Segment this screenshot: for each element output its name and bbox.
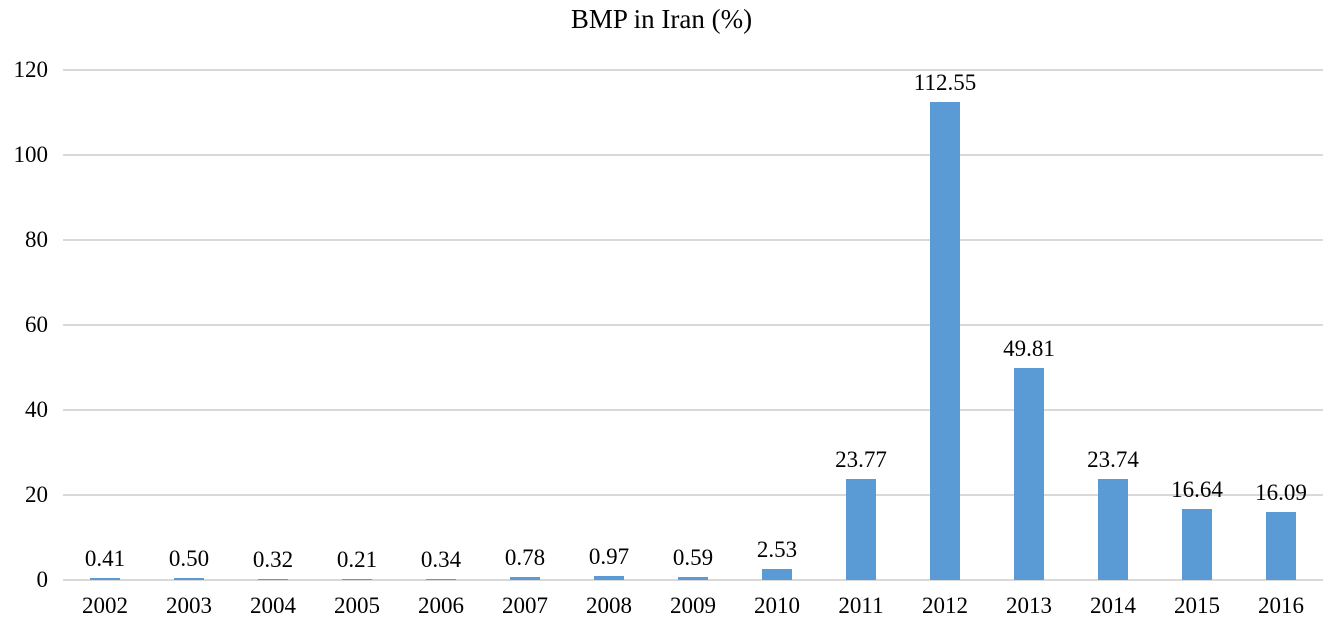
x-axis-tick-label: 2005 [334,593,380,618]
bar-2016 [1266,511,1296,580]
x-axis-tick-label: 2014 [1090,593,1136,618]
x-axis-tick-label: 2010 [754,593,800,618]
y-axis-tick-label: 40 [25,397,48,422]
gridline [63,409,1323,411]
bar-2013 [1014,368,1044,580]
gridline [63,154,1323,156]
bar-value-label: 112.55 [913,69,977,95]
bar-value-label: 0.41 [84,546,126,572]
bar-2012 [930,101,960,580]
bar-value-label: 0.32 [252,546,294,572]
bar-2002 [90,578,120,580]
bar-value-label: 49.81 [1003,336,1055,362]
x-axis-tick-label: 2006 [418,593,464,618]
x-axis-tick-label: 2008 [586,593,632,618]
bar-value-label: 23.77 [835,446,887,472]
bar-2004 [258,578,288,580]
bar-value-label: 0.50 [168,545,210,571]
x-axis-tick-label: 2003 [166,593,212,618]
x-axis-tick-label: 2009 [670,593,716,618]
y-axis-tick-label: 120 [13,57,49,82]
x-axis-tick-label: 2016 [1258,593,1304,618]
bar-2009 [678,577,708,580]
bar-value-label: 16.09 [1255,479,1307,505]
bar-2005 [342,579,372,580]
x-axis-tick-label: 2011 [838,593,884,618]
bar-value-label: 0.21 [336,547,378,573]
bar-value-label: 2.53 [756,537,798,563]
bar-2006 [426,578,456,580]
gridline [63,494,1323,496]
gridline [63,69,1323,71]
y-axis-tick-label: 0 [36,567,49,592]
bar-2014 [1098,479,1128,580]
gridline [63,239,1323,241]
x-axis-tick-label: 2004 [250,593,296,618]
y-axis-tick-label: 20 [25,482,48,507]
y-axis-tick-label: 80 [25,227,48,252]
bar-2003 [174,577,204,580]
bar-value-label: 0.59 [672,545,714,571]
bar-2007 [510,576,540,580]
bar-2015 [1182,509,1212,580]
x-axis-tick-label: 2015 [1174,593,1220,618]
bar-value-label: 16.64 [1171,477,1223,503]
x-axis-tick-label: 2013 [1006,593,1052,618]
y-axis-tick-label: 100 [13,142,49,167]
x-axis-tick-label: 2007 [502,593,548,618]
bar-value-label: 0.34 [420,546,462,572]
bar-value-label: 0.78 [504,544,546,570]
x-axis-line [63,579,1323,581]
bar-value-label: 23.74 [1087,447,1139,473]
x-axis-tick-label: 2012 [922,593,968,618]
bar-2011 [846,478,876,580]
y-axis-tick-label: 60 [25,312,48,337]
x-axis-tick-label: 2002 [82,593,128,618]
bar-value-label: 0.97 [588,543,630,569]
bar-2008 [594,575,624,580]
chart-title: BMP in Iran (%) [570,4,753,34]
gridline [63,324,1323,326]
bar-2010 [762,569,792,580]
